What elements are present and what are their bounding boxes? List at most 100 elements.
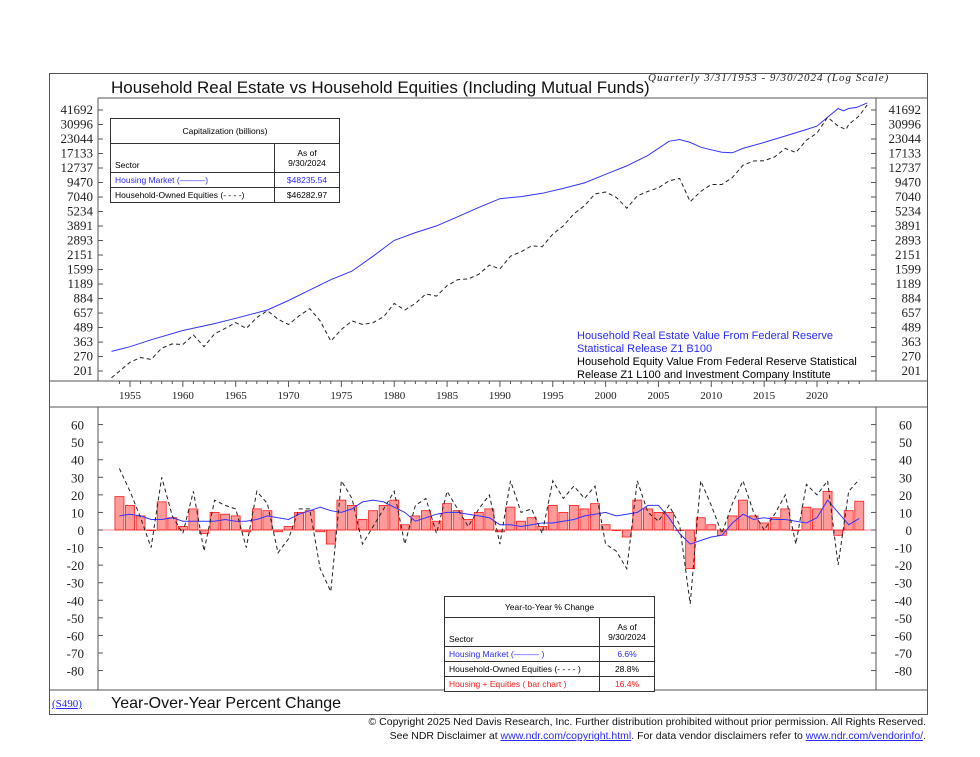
combined-yoy-bar xyxy=(463,519,474,531)
disclaimer-text: See NDR Disclaimer at www.ndr.com/copyri… xyxy=(390,730,926,742)
combined-yoy-bar xyxy=(336,499,347,531)
copyright-link[interactable]: www.ndr.com/copyright.html xyxy=(500,730,632,742)
bottom-panel: 60 60 50 50 40 40 30 30 20 20 10 10 0 0 -10 -10 -20 -20 -3… xyxy=(67,418,912,679)
y-tick-label-left: -20 xyxy=(67,558,84,573)
y-tick-label-right: 23044 xyxy=(889,131,922,146)
y-tick-label-right: 0 xyxy=(906,523,913,538)
y-tick-label-left: 12737 xyxy=(61,160,94,175)
combined-yoy-bar xyxy=(759,522,770,531)
y-tick-label-left: 17133 xyxy=(61,146,94,161)
combined-yoy-bar xyxy=(537,526,548,531)
x-tick-label: 2000 xyxy=(595,390,618,402)
x-tick-label: 1965 xyxy=(225,390,248,402)
yoy-row-equities-value: 28.8% xyxy=(599,661,655,677)
combined-yoy-bar xyxy=(738,499,748,531)
disclaimer-suffix: . xyxy=(923,730,926,742)
equities-line xyxy=(111,104,868,379)
yoy-row-combined-label: Housing + Equities ( bar chart ) xyxy=(444,676,600,692)
y-tick-label-right: 40 xyxy=(899,453,912,468)
y-tick-label-right: -50 xyxy=(895,611,912,626)
y-tick-label-left: 30 xyxy=(71,470,84,485)
x-tick-label: 1985 xyxy=(436,390,459,402)
source-note-line4: Release Z1 L100 and Investment Company I… xyxy=(577,369,831,381)
cap-row-housing-value: $48235.54 xyxy=(274,172,340,188)
cap-col-sector: Sector xyxy=(110,143,275,173)
cap-row-equities-value: $46282.97 xyxy=(274,187,340,203)
y-tick-label-right: 60 xyxy=(899,418,912,433)
y-tick-label-right: 10 xyxy=(899,505,912,520)
combined-yoy-bar xyxy=(421,510,431,531)
source-note-line1: Household Real Estate Value From Federal… xyxy=(577,330,833,342)
y-tick-label-right: 489 xyxy=(902,320,922,335)
y-tick-label-right: 270 xyxy=(902,349,922,364)
combined-yoy-bar xyxy=(716,529,727,536)
y-tick-label-left: 2151 xyxy=(67,247,93,262)
y-tick-label-left: 884 xyxy=(74,291,94,306)
y-tick-label-right: 50 xyxy=(899,435,912,450)
x-tick-label: 1990 xyxy=(489,390,512,402)
combined-yoy-bar xyxy=(220,513,231,531)
chart-frame xyxy=(49,73,928,715)
combined-yoy-bar xyxy=(579,508,590,531)
y-tick-label-right: -60 xyxy=(895,628,912,643)
y-tick-label-right: 201 xyxy=(902,363,922,378)
cap-row-equities-label: Household-Owned Equities (- - - -) xyxy=(110,187,275,203)
y-tick-label-right: 3891 xyxy=(895,218,921,233)
combined-yoy-bar xyxy=(188,508,199,531)
y-tick-label-left: -50 xyxy=(67,611,84,626)
y-tick-label-right: 884 xyxy=(902,291,922,306)
x-tick-label: 2015 xyxy=(753,390,776,402)
bottom-panel-title: Year-Over-Year Percent Change xyxy=(111,695,342,712)
y-tick-label-left: 7040 xyxy=(67,189,93,204)
cap-row-housing-label: Housing Market (———) xyxy=(110,172,275,188)
y-tick-label-left: 0 xyxy=(78,523,85,538)
x-tick-label: 2010 xyxy=(700,390,723,402)
x-tick-label: 1995 xyxy=(542,390,565,402)
disclaimer-mid: . For data vendor disclaimers refer to xyxy=(631,730,806,742)
y-tick-label-right: -80 xyxy=(895,664,912,679)
y-tick-label-left: -60 xyxy=(67,628,84,643)
y-tick-label-right: 30996 xyxy=(889,117,922,132)
y-tick-label-left: 657 xyxy=(74,305,94,320)
x-tick-label: 1955 xyxy=(119,390,142,402)
y-tick-label-right: 12737 xyxy=(889,160,922,175)
cap-col-asof: As of 9/30/2024 xyxy=(274,143,340,173)
y-tick-label-left: 50 xyxy=(71,435,84,450)
vendorinfo-link[interactable]: www.ndr.com/vendorinfo/ xyxy=(805,730,924,742)
y-tick-label-right: 9470 xyxy=(895,175,921,190)
combined-yoy-bar xyxy=(547,505,558,531)
yoy-row-housing-label: Housing Market (——— ) xyxy=(444,646,600,662)
y-tick-label-right: 1599 xyxy=(895,262,921,277)
y-tick-label-left: 9470 xyxy=(67,175,93,190)
combined-yoy-bar xyxy=(442,503,452,531)
y-tick-label-right: -30 xyxy=(895,576,912,591)
combined-yoy-bar xyxy=(505,506,516,531)
combined-yoy-bar xyxy=(664,512,674,531)
yoy-col-sector: Sector xyxy=(444,617,600,647)
chart-subtitle: Quarterly 3/31/1953 - 9/30/2024 (Log Sca… xyxy=(648,72,890,84)
y-tick-label-right: 2151 xyxy=(895,247,921,262)
disclaimer-prefix: See NDR Disclaimer at xyxy=(389,730,501,742)
x-tick-label: 1970 xyxy=(278,390,301,402)
combined-yoy-bar xyxy=(114,496,125,531)
x-tick-label: 1975 xyxy=(330,390,353,402)
yoy-row-housing-value: 6.6% xyxy=(599,646,655,662)
combined-yoy-bar xyxy=(621,529,632,538)
y-tick-label-right: -10 xyxy=(895,541,912,556)
combined-yoy-bar xyxy=(653,512,664,531)
y-tick-label-left: 201 xyxy=(74,363,94,378)
y-tick-label-right: 657 xyxy=(902,305,922,320)
y-tick-label-left: 363 xyxy=(74,334,94,349)
combined-yoy-bar xyxy=(632,499,643,531)
y-tick-label-right: 2893 xyxy=(895,233,921,248)
x-tick-label: 1960 xyxy=(172,390,195,402)
y-tick-label-right: -70 xyxy=(895,646,912,661)
combined-yoy-bar xyxy=(325,529,336,545)
y-tick-label-left: 2893 xyxy=(67,233,93,248)
combined-yoy-bar xyxy=(156,501,167,531)
chart-code-link[interactable]: (S490) xyxy=(52,698,82,710)
y-tick-label-left: -80 xyxy=(67,664,84,679)
y-tick-label-right: 41692 xyxy=(889,102,922,117)
